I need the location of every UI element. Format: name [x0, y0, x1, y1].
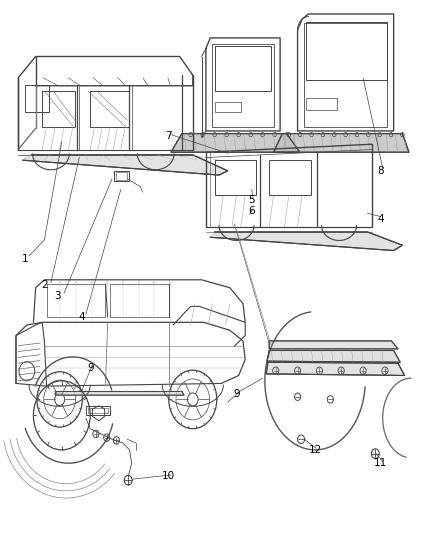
Text: 6: 6	[248, 206, 255, 216]
Text: 11: 11	[374, 458, 387, 468]
Polygon shape	[210, 232, 403, 251]
Bar	[215, 160, 256, 195]
Text: 9: 9	[233, 389, 240, 399]
Polygon shape	[22, 155, 228, 175]
Text: 3: 3	[54, 290, 61, 301]
Bar	[269, 160, 311, 195]
Polygon shape	[267, 351, 400, 362]
Text: 5: 5	[248, 195, 255, 205]
Polygon shape	[274, 134, 409, 152]
Bar	[306, 22, 387, 80]
Bar	[215, 46, 272, 91]
Bar	[215, 102, 241, 112]
Bar	[25, 85, 49, 112]
Bar	[306, 98, 337, 110]
Bar	[86, 406, 110, 415]
Bar	[304, 23, 387, 127]
Bar	[90, 91, 130, 127]
Text: 7: 7	[166, 131, 172, 141]
Polygon shape	[266, 362, 405, 375]
Text: 10: 10	[162, 472, 175, 481]
Bar	[212, 44, 274, 127]
Text: 12: 12	[308, 445, 321, 455]
Bar	[110, 284, 169, 317]
Bar	[42, 91, 75, 127]
Bar	[117, 172, 127, 180]
Bar	[46, 284, 106, 317]
Text: 4: 4	[377, 214, 384, 224]
Text: 9: 9	[87, 362, 93, 373]
Text: 1: 1	[21, 254, 28, 263]
Polygon shape	[171, 134, 300, 152]
Text: 8: 8	[377, 166, 384, 176]
Bar	[88, 408, 108, 413]
Text: 4: 4	[78, 312, 85, 322]
Text: 2: 2	[41, 280, 48, 290]
Polygon shape	[269, 341, 398, 349]
Bar	[114, 171, 130, 181]
Polygon shape	[55, 391, 184, 395]
